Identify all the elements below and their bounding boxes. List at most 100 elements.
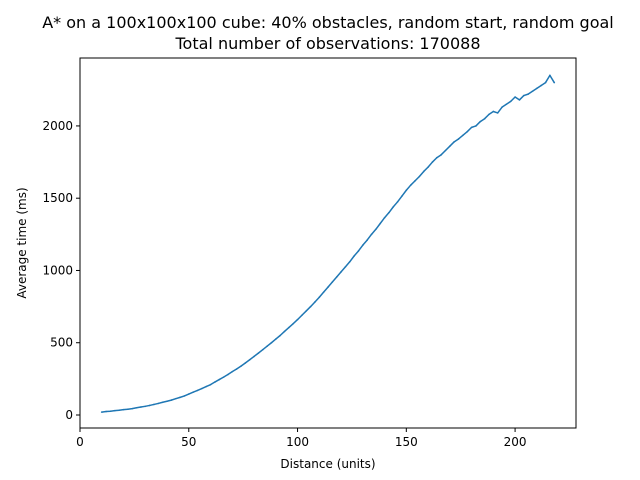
data-point (331, 281, 334, 283)
data-point (479, 120, 482, 123)
data-point (492, 110, 495, 113)
data-point (122, 408, 125, 411)
data-point (340, 271, 342, 273)
plot-area: 0 50 100 150 200 0 500 1000 1500 2000 (42, 57, 577, 449)
data-point (383, 216, 386, 219)
data-point (187, 393, 190, 395)
data-point (462, 134, 464, 137)
data-point (379, 222, 382, 225)
data-point (327, 286, 329, 288)
data-point (483, 117, 486, 120)
data-point (392, 206, 395, 208)
data-point (531, 90, 534, 93)
data-point (522, 94, 525, 97)
data-point (422, 170, 425, 173)
data-point (218, 378, 221, 381)
x-tick-label: 50 (181, 435, 196, 449)
y-tick-label: 500 (50, 336, 73, 350)
x-tick-label: 0 (76, 435, 84, 449)
x-tick-label: 200 (504, 435, 527, 449)
data-point (183, 395, 186, 397)
data-point (527, 93, 529, 95)
data-point (353, 255, 355, 257)
data-point (514, 96, 516, 98)
data-point (536, 87, 538, 90)
data-point (279, 334, 281, 337)
data-point (257, 352, 260, 354)
data-point (544, 81, 547, 84)
data-point (540, 84, 542, 87)
y-axis-ticks: 0 500 1000 1500 2000 (42, 119, 80, 422)
data-point (153, 403, 155, 406)
data-point (305, 310, 308, 312)
data-point (348, 260, 351, 263)
data-point (427, 166, 429, 168)
x-axis-ticks: 0 50 100 150 200 (76, 428, 527, 449)
data-point (105, 410, 107, 413)
data-point (166, 400, 168, 403)
data-point (418, 175, 421, 178)
data-point (431, 161, 434, 163)
data-point (505, 103, 508, 106)
chart-title: A* on a 100x100x100 cube: 40% obstacles,… (42, 13, 614, 32)
data-point (235, 368, 238, 370)
data-point (475, 125, 477, 127)
y-tick-label: 1000 (42, 263, 73, 277)
data-point (496, 112, 499, 114)
data-point (501, 106, 503, 108)
data-point (127, 408, 129, 411)
data-point (201, 387, 203, 390)
data-point (366, 239, 368, 241)
data-point (509, 100, 512, 103)
data-point (196, 389, 199, 392)
data-point (135, 406, 138, 409)
data-point (409, 184, 412, 186)
data-point (457, 138, 460, 140)
data-point (157, 402, 160, 405)
data-point (192, 391, 194, 393)
axes-frame (79, 57, 577, 429)
data-point (370, 233, 373, 236)
data-point (288, 326, 290, 329)
data-point (466, 130, 469, 133)
data-point (301, 314, 303, 317)
data-point (179, 396, 181, 399)
x-axis-label: Distance (units) (280, 457, 375, 471)
data-point (362, 244, 364, 246)
data-point (109, 410, 112, 413)
data-point (244, 362, 247, 364)
data-point (488, 113, 490, 116)
data-point (214, 381, 216, 383)
data-point (375, 228, 377, 231)
data-point (174, 397, 177, 400)
data-point (118, 409, 120, 412)
data-point (248, 358, 251, 361)
data-point (549, 74, 551, 77)
chart-subtitle: Total number of observations: 170088 (174, 34, 480, 53)
y-axis-label: Average time (ms) (15, 187, 29, 298)
data-point (388, 211, 390, 214)
data-point (240, 365, 242, 367)
data-point (161, 401, 164, 404)
data-point (140, 406, 142, 408)
data-point (449, 145, 451, 147)
data-point (253, 355, 255, 358)
y-tick-label: 1500 (42, 191, 73, 205)
x-tick-label: 150 (395, 435, 418, 449)
data-point (314, 301, 316, 303)
x-tick-label: 100 (286, 435, 309, 449)
data-points (100, 74, 556, 413)
data-point (100, 411, 103, 413)
data-point (401, 195, 403, 197)
data-point (261, 348, 264, 351)
data-point (440, 154, 442, 156)
data-point (518, 99, 521, 101)
data-point (274, 338, 277, 340)
data-point (296, 318, 299, 321)
data-point (131, 407, 134, 410)
data-point (344, 266, 347, 268)
data-point (148, 404, 151, 407)
data-point (222, 376, 225, 378)
